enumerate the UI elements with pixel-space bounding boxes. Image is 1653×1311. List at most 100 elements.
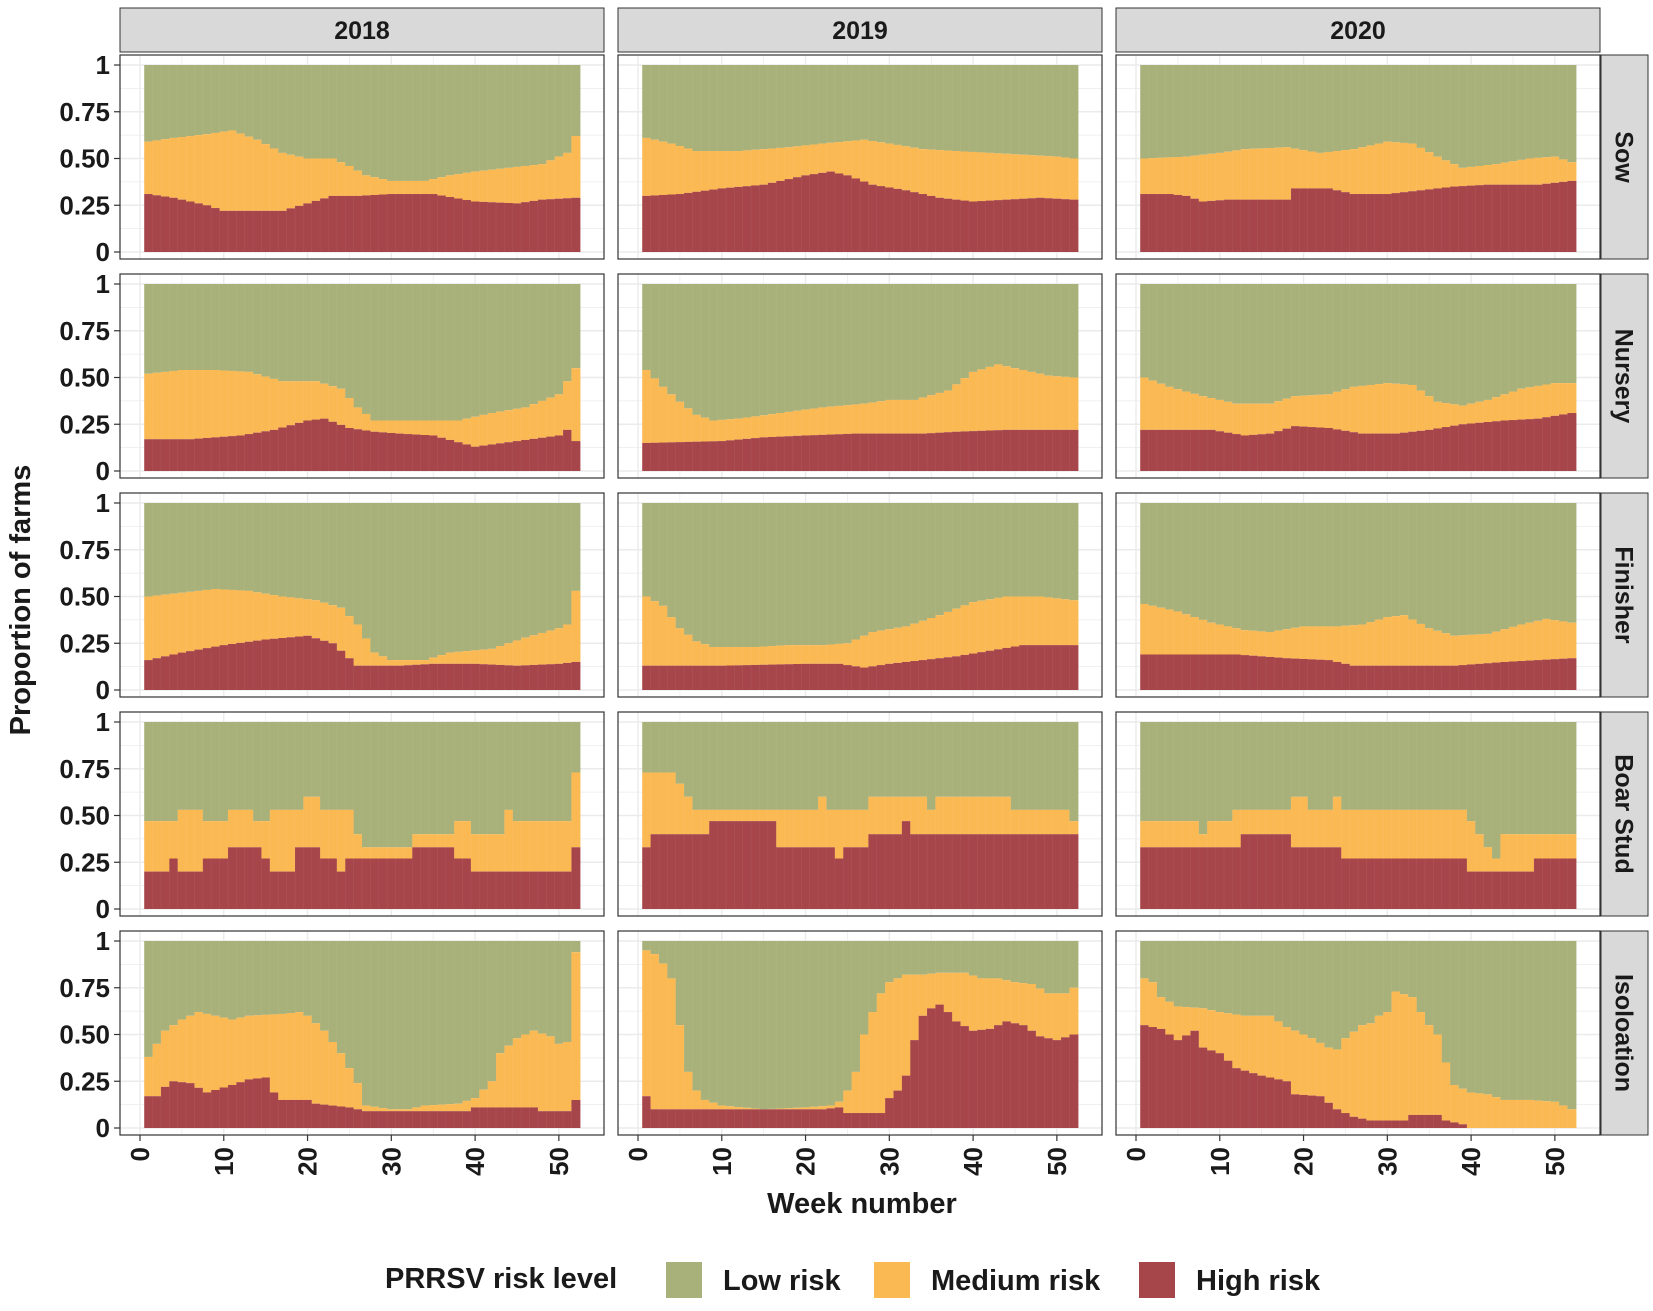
bar-low-risk-week-5 (1174, 722, 1183, 821)
bar-high-risk-week-12 (1232, 200, 1241, 252)
bar-high-risk-week-24 (337, 425, 346, 471)
bar-low-risk-week-44 (504, 503, 513, 643)
bar-medium-risk-week-35 (927, 810, 936, 834)
bar-medium-risk-week-9 (211, 589, 220, 647)
bar-medium-risk-week-37 (446, 834, 455, 847)
bar-medium-risk-week-42 (986, 599, 995, 650)
bar-high-risk-week-48 (1036, 834, 1045, 909)
bar-low-risk-week-51 (563, 941, 572, 1042)
bar-low-risk-week-21 (312, 503, 321, 600)
bar-high-risk-week-44 (504, 442, 513, 471)
bar-high-risk-week-7 (194, 439, 203, 471)
bar-low-risk-week-35 (927, 503, 936, 618)
bar-medium-risk-week-30 (885, 400, 894, 434)
bar-low-risk-week-33 (910, 65, 919, 148)
bar-high-risk-week-45 (513, 1107, 522, 1128)
bar-low-risk-week-8 (203, 284, 212, 370)
bar-high-risk-week-26 (1350, 432, 1359, 471)
bar-low-risk-week-42 (1484, 284, 1493, 400)
bar-low-risk-week-24 (835, 722, 844, 810)
bar-high-risk-week-4 (667, 1109, 676, 1128)
bar-high-risk-week-23 (328, 1106, 337, 1128)
bar-medium-risk-week-3 (161, 821, 170, 871)
bar-medium-risk-week-32 (404, 660, 413, 665)
bar-low-risk-week-27 (860, 284, 869, 404)
bars-group (1140, 941, 1576, 1128)
bar-high-risk-week-36 (437, 1111, 446, 1128)
bar-low-risk-week-45 (1011, 284, 1020, 368)
bar-medium-risk-week-14 (751, 150, 760, 186)
bar-high-risk-week-37 (1442, 1121, 1451, 1128)
bar-medium-risk-week-10 (1216, 400, 1225, 431)
bar-medium-risk-week-17 (278, 597, 287, 639)
bar-medium-risk-week-44 (1500, 834, 1509, 871)
bar-high-risk-week-18 (785, 664, 794, 690)
bar-low-risk-week-52 (571, 503, 580, 591)
bar-low-risk-week-16 (270, 65, 279, 149)
bar-low-risk-week-1 (1140, 284, 1149, 378)
bar-low-risk-week-14 (253, 284, 262, 374)
bar-low-risk-week-11 (726, 722, 735, 810)
bar-high-risk-week-39 (961, 655, 970, 690)
bar-low-risk-week-33 (1408, 941, 1417, 997)
bar-medium-risk-week-30 (387, 181, 396, 194)
bar-high-risk-week-20 (303, 847, 312, 909)
bar-medium-risk-week-21 (1308, 395, 1317, 427)
bar-medium-risk-week-51 (563, 153, 572, 198)
bar-low-risk-week-10 (718, 941, 727, 1106)
bar-high-risk-week-22 (320, 419, 329, 471)
bar-low-risk-week-24 (337, 722, 346, 810)
bar-medium-risk-week-10 (1216, 625, 1225, 655)
bar-high-risk-week-10 (1216, 200, 1225, 252)
bar-low-risk-week-38 (454, 65, 463, 174)
bar-medium-risk-week-43 (994, 978, 1003, 1025)
bar-high-risk-week-31 (1392, 666, 1401, 690)
bar-medium-risk-week-18 (785, 645, 794, 664)
bar-low-risk-week-24 (835, 284, 844, 406)
bar-high-risk-week-21 (810, 664, 819, 690)
bar-high-risk-week-27 (362, 430, 371, 471)
panel-finisher-2019 (618, 493, 1102, 697)
bar-low-risk-week-40 (969, 722, 978, 797)
bar-medium-risk-week-28 (868, 797, 877, 834)
bar-medium-risk-week-34 (1417, 624, 1426, 666)
bar-high-risk-week-24 (337, 1106, 346, 1128)
bar-low-risk-week-17 (776, 941, 785, 1109)
bar-high-risk-week-42 (986, 201, 995, 252)
bar-low-risk-week-31 (894, 503, 903, 628)
bar-medium-risk-week-10 (220, 1018, 229, 1088)
bar-low-risk-week-11 (726, 503, 735, 647)
bar-medium-risk-week-51 (563, 625, 572, 663)
bar-low-risk-week-33 (910, 722, 919, 797)
bar-low-risk-week-21 (312, 284, 321, 381)
bar-medium-risk-week-36 (935, 150, 944, 198)
bar-high-risk-week-39 (1459, 665, 1468, 690)
bar-low-risk-week-11 (228, 503, 237, 590)
bar-medium-risk-week-49 (1044, 156, 1053, 198)
bar-high-risk-week-35 (429, 847, 438, 909)
bar-low-risk-week-41 (1475, 941, 1484, 1093)
bar-high-risk-week-48 (538, 200, 547, 252)
bar-low-risk-week-15 (261, 65, 270, 144)
bar-medium-risk-week-47 (1028, 372, 1037, 430)
bar-high-risk-week-47 (530, 872, 539, 909)
bar-medium-risk-week-10 (220, 370, 229, 436)
bar-medium-risk-week-5 (676, 402, 685, 442)
bar-high-risk-week-6 (684, 193, 693, 252)
bar-medium-risk-week-1 (1140, 159, 1149, 195)
bar-medium-risk-week-9 (1207, 398, 1216, 430)
bar-medium-risk-week-40 (471, 650, 480, 663)
bar-medium-risk-week-45 (1011, 982, 1020, 1023)
bar-high-risk-week-34 (421, 194, 430, 252)
bar-medium-risk-week-47 (1526, 159, 1535, 185)
bar-low-risk-week-28 (1366, 284, 1375, 385)
bar-high-risk-week-49 (546, 872, 555, 909)
bar-medium-risk-week-29 (379, 847, 388, 858)
bar-medium-risk-week-33 (910, 148, 919, 192)
bar-high-risk-week-15 (261, 1078, 270, 1128)
bar-medium-risk-week-8 (1199, 834, 1208, 847)
bar-low-risk-week-1 (642, 284, 651, 370)
bar-low-risk-week-4 (667, 722, 676, 772)
bar-high-risk-week-27 (1358, 194, 1367, 252)
bar-high-risk-week-36 (1433, 1115, 1442, 1128)
